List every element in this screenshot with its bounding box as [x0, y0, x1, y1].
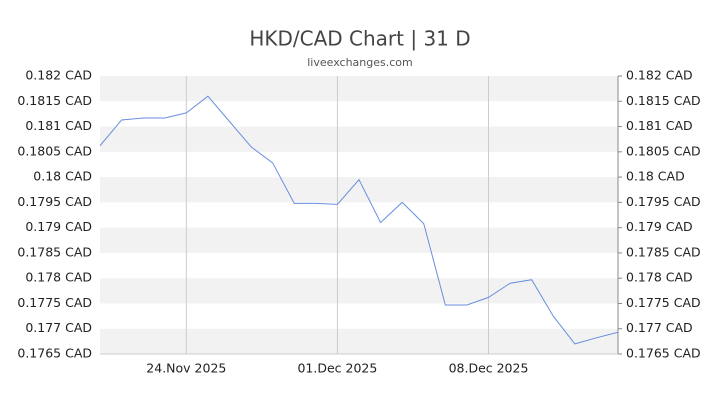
y2-tick-label: 0.1785 CAD	[626, 244, 701, 259]
y2-tick-label: 0.1815 CAD	[626, 93, 701, 108]
y-tick-label: 0.181 CAD	[25, 118, 92, 133]
grid-band	[100, 278, 618, 304]
y2-tick-label: 0.18 CAD	[626, 169, 685, 184]
y2-tick-label: 0.178 CAD	[626, 270, 693, 285]
grid-band	[100, 76, 618, 102]
x-tick-label: 24.Nov 2025	[146, 361, 226, 376]
y-tick-label: 0.1785 CAD	[17, 244, 92, 259]
y-tick-label: 0.1805 CAD	[17, 143, 92, 158]
y2-tick-label: 0.181 CAD	[626, 118, 693, 133]
y2-tick-label: 0.1805 CAD	[626, 143, 701, 158]
y2-tick-label: 0.1775 CAD	[626, 295, 701, 310]
grid-band	[100, 227, 618, 253]
x-tick-label: 08.Dec 2025	[449, 361, 529, 376]
y-tick-label: 0.1795 CAD	[17, 194, 92, 209]
chart-subtitle: liveexchanges.com	[307, 56, 412, 69]
grid-band	[100, 328, 618, 354]
line	[99, 95, 619, 345]
y2-tick-label: 0.1795 CAD	[626, 194, 701, 209]
y-tick-label: 0.177 CAD	[25, 320, 92, 335]
x-tick-label: 01.Dec 2025	[297, 361, 377, 376]
y-tick-label: 0.1815 CAD	[17, 93, 92, 108]
y-tick-label: 0.178 CAD	[25, 270, 92, 285]
grid-band	[100, 126, 618, 152]
y-tick-label: 0.1775 CAD	[17, 295, 92, 310]
y-tick-label: 0.179 CAD	[25, 219, 92, 234]
y2-tick-label: 0.177 CAD	[626, 320, 693, 335]
y2-tick-label: 0.1765 CAD	[626, 346, 701, 361]
y-tick-label: 0.182 CAD	[25, 68, 92, 83]
y2-tick-label: 0.179 CAD	[626, 219, 693, 234]
y-tick-label: 0.1765 CAD	[17, 346, 92, 361]
chart-title: HKD/CAD Chart | 31 D	[249, 27, 470, 51]
grid-band	[100, 177, 618, 203]
y-tick-label: 0.18 CAD	[33, 169, 92, 184]
y2-tick-label: 0.182 CAD	[626, 68, 693, 83]
